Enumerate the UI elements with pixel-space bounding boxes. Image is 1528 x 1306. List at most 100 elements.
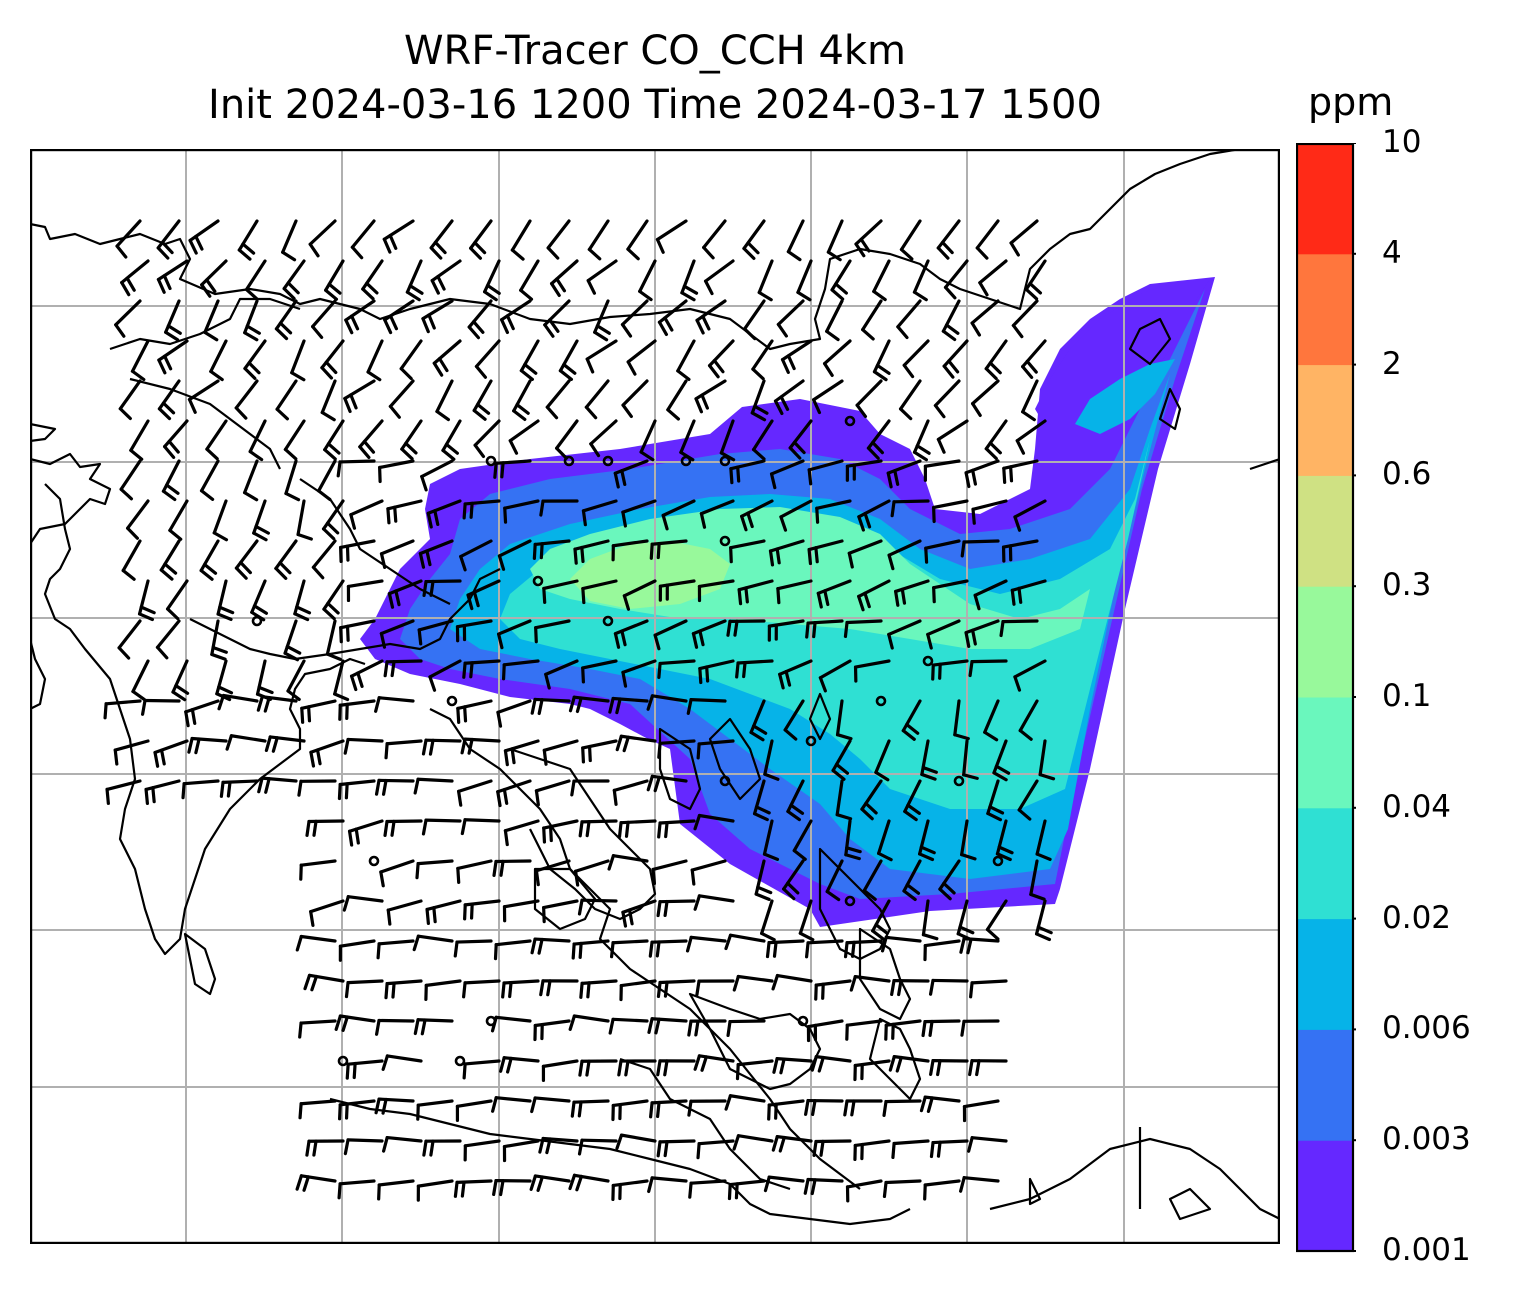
- wind-barb: [732, 974, 774, 992]
- wind-barb: [456, 859, 493, 884]
- wind-barb: [519, 259, 540, 301]
- wind-barb: [573, 859, 610, 887]
- wind-barb: [619, 979, 657, 1002]
- wind-barb: [577, 898, 618, 916]
- wind-barb: [608, 696, 649, 715]
- wind-barb: [168, 499, 189, 541]
- wind-barb: [339, 619, 376, 644]
- wind-barb: [415, 859, 454, 880]
- coastlines: [30, 149, 1280, 1226]
- wind-barb: [187, 379, 220, 414]
- wind-barb: [349, 499, 384, 530]
- wind-barb: [941, 299, 961, 342]
- wind-barb: [500, 299, 532, 335]
- wind-barb: [882, 1179, 922, 1198]
- wind-barb: [243, 339, 267, 380]
- colorbar-tick-label: 4: [1382, 234, 1402, 271]
- wind-barb: [163, 419, 189, 459]
- wind-barb: [608, 1017, 649, 1035]
- wind-barb: [609, 939, 649, 959]
- wind-barb: [305, 819, 345, 837]
- wind-barb: [421, 738, 462, 756]
- wind-barb: [350, 219, 376, 260]
- wind-barb: [690, 859, 727, 886]
- wind-barb: [786, 219, 805, 262]
- wind-barb: [413, 777, 454, 795]
- wind-barb: [255, 659, 274, 701]
- wind-barb: [771, 1135, 813, 1153]
- wind-barb: [762, 819, 780, 861]
- wind-barb: [388, 379, 415, 419]
- wind-barb: [542, 819, 579, 844]
- coastline: [688, 992, 822, 1091]
- wind-barb: [493, 459, 532, 479]
- wind-barb: [860, 779, 883, 821]
- wind-barb: [375, 1018, 415, 1036]
- wind-barb: [334, 1014, 376, 1032]
- wind-barb: [707, 339, 735, 379]
- coastline: [1249, 457, 1280, 471]
- wind-barb: [417, 619, 454, 646]
- colorbar-segment: [1297, 364, 1353, 476]
- wind-barb: [845, 1179, 883, 1203]
- wind-barb: [968, 659, 1008, 678]
- wind-barb: [303, 973, 345, 992]
- calm-wind-marker: [922, 655, 934, 667]
- calm-wind-marker: [844, 415, 856, 427]
- wind-barb: [1021, 339, 1047, 379]
- wind-barb: [430, 259, 462, 295]
- wind-barb: [299, 859, 337, 881]
- wind-barb: [971, 499, 1008, 525]
- wind-barb: [129, 419, 150, 461]
- coastline: [30, 452, 112, 545]
- wind-barb: [460, 818, 501, 836]
- wind-barb: [581, 659, 618, 684]
- wind-barb: [290, 339, 306, 382]
- wind-barb: [469, 219, 493, 260]
- colorbar-tick-label: 0.6: [1382, 456, 1432, 493]
- wind-barb: [611, 539, 649, 562]
- wind-barb: [323, 419, 345, 461]
- wind-barb: [779, 499, 813, 532]
- wind-barb: [866, 419, 891, 460]
- wind-barb: [929, 1139, 969, 1159]
- colorbar-segment: [1297, 253, 1353, 366]
- calm-wind-marker: [844, 895, 856, 907]
- wind-barb: [953, 699, 970, 741]
- wind-barb: [579, 979, 618, 999]
- wind-barb: [765, 939, 805, 959]
- wind-barb: [696, 739, 735, 760]
- wind-barb: [983, 699, 1000, 742]
- wind-barb: [250, 579, 268, 622]
- wind-barb: [853, 659, 891, 683]
- wind-barb: [1038, 739, 1056, 781]
- wind-barb: [929, 1059, 969, 1077]
- colorbar-tick-label: 0.003: [1382, 1121, 1471, 1158]
- wind-barb: [203, 299, 220, 342]
- wind-barb: [1001, 539, 1039, 563]
- wind-barb: [825, 859, 844, 902]
- wind-barb: [687, 1019, 727, 1037]
- wind-barb: [510, 219, 532, 261]
- wind-barb: [985, 899, 1008, 941]
- wind-barb: [532, 539, 571, 560]
- wind-barb: [298, 1019, 337, 1039]
- wind-barb: [338, 699, 376, 721]
- wind-barb: [568, 1173, 610, 1192]
- coastline: [183, 932, 217, 996]
- wind-barb: [763, 1175, 805, 1193]
- wind-barb: [901, 699, 922, 741]
- wind-barb: [542, 579, 579, 604]
- wind-barb: [347, 819, 384, 847]
- coastline: [808, 692, 832, 741]
- wind-barb: [921, 899, 939, 941]
- wind-barb: [768, 539, 805, 567]
- coastline: [619, 1057, 791, 1191]
- wind-barb: [428, 659, 462, 692]
- wind-barb: [463, 1139, 501, 1162]
- wind-barb: [539, 979, 579, 997]
- wind-barb: [257, 776, 298, 794]
- wind-barb: [938, 859, 961, 901]
- wind-barb: [831, 739, 852, 781]
- wind-barb: [121, 539, 142, 581]
